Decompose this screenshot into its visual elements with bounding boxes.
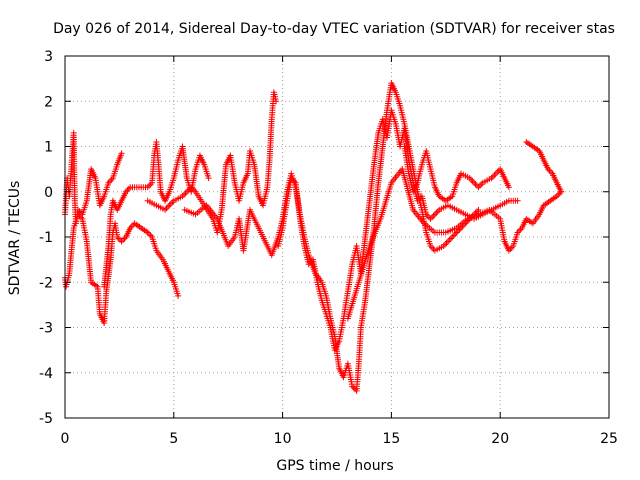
axis-ticks: 0 5 10 15 20 25 -5 -4 -3 -2 -1 0 1 2 3	[39, 49, 618, 447]
y-tick-label: 0	[44, 185, 53, 201]
y-tick-label: -1	[39, 230, 53, 246]
data-track	[275, 107, 521, 354]
chart-title: Day 026 of 2014, Sidereal Day-to-day VTE…	[53, 21, 615, 37]
x-tick-label: 5	[169, 431, 178, 447]
data-track	[523, 138, 565, 195]
data-series	[62, 80, 565, 394]
y-tick-label: -3	[39, 321, 53, 337]
x-tick-label: 15	[382, 431, 400, 447]
y-tick-label: 3	[44, 49, 53, 65]
y-tick-label: -2	[39, 275, 53, 291]
x-tick-label: 25	[600, 431, 618, 447]
data-point-fill	[345, 167, 563, 320]
y-tick-label: 2	[44, 94, 53, 110]
data-point-fill	[401, 145, 511, 203]
data-track	[144, 89, 280, 236]
x-axis-label: GPS time / hours	[276, 458, 393, 474]
y-tick-label: -4	[39, 366, 53, 382]
data-track	[101, 138, 212, 290]
y-tick-label: -5	[39, 411, 53, 427]
data-point-fill	[275, 109, 519, 352]
x-tick-label: 20	[491, 431, 509, 447]
x-tick-label: 10	[274, 431, 292, 447]
data-point	[188, 184, 195, 191]
data-track	[344, 166, 565, 322]
x-tick-label: 0	[61, 431, 70, 447]
data-point-fill	[101, 141, 211, 288]
y-tick-label: 1	[44, 140, 53, 156]
data-track	[401, 143, 512, 204]
y-axis-label: SDTVAR / TECUs	[7, 181, 23, 296]
data-point-fill	[524, 140, 564, 193]
